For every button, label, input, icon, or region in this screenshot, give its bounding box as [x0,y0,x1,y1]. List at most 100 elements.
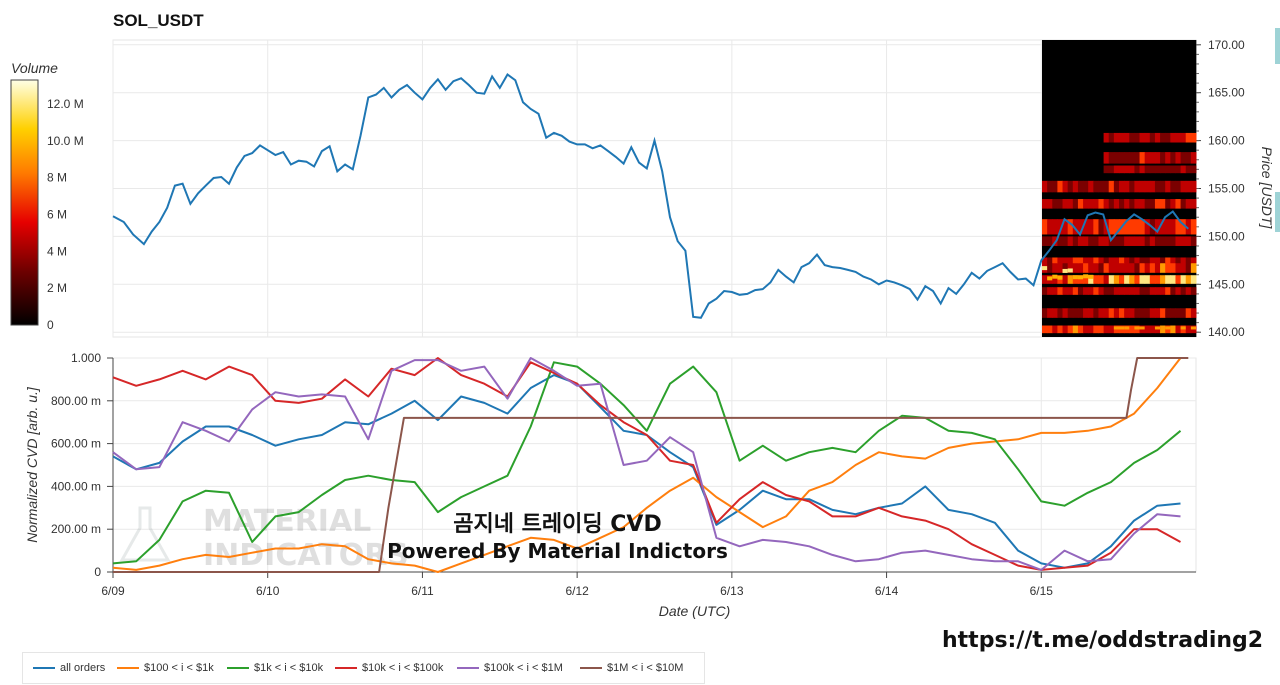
heatmap-cell [1185,132,1192,143]
heatmap-cell [1113,132,1120,143]
heatmap-cell [1119,257,1125,264]
heatmap-cell [1103,287,1110,295]
heatmap-cell [1149,261,1156,273]
heatmap-cell [1067,268,1073,273]
legend-label: $1k < i < $10k [254,662,324,675]
heatmap-cell [1093,199,1099,209]
watermark-text: MATERIAL [203,504,371,539]
cvd-y-tick-label: 1.000 [71,351,101,365]
heatmap-cell [1185,236,1192,246]
heatmap-cell [1083,180,1089,193]
heatmap-cell [1103,275,1110,284]
heatmap-cell [1108,257,1115,264]
heatmap-cell [1170,308,1176,318]
heatmap-cell [1067,219,1074,235]
heatmap-cell [1144,325,1151,334]
legend-item-all-orders[interactable]: all orders [33,662,105,676]
heatmap-cell [1160,180,1166,193]
heatmap-cell [1072,275,1078,280]
heatmap-cell [1083,287,1089,295]
legend-item-100-1k[interactable]: $100 < i < $1k [117,662,214,676]
heatmap-cell [1170,132,1176,143]
cvd-y-tick-label: 600.00 m [51,437,101,451]
heatmap-cell [1185,261,1192,273]
heatmap-cell [1149,152,1156,164]
cvd-y-tick-label: 400.00 m [51,479,101,493]
heatmap-cell [1108,199,1115,209]
heatmap-cell [1139,257,1146,264]
heatmap-cell [1124,165,1130,174]
legend-item-1m-10m[interactable]: $1M < i < $10M [580,662,683,676]
heatmap-cell [1072,275,1079,284]
price-tick-label: 150.00 [1208,229,1245,243]
heatmap-cell [1088,180,1094,193]
chart-title: SOL_USDT [113,11,204,30]
heatmap-cell [1042,325,1048,334]
heatmap-cell [1067,261,1074,273]
heatmap-cell [1088,236,1094,246]
heatmap-cell [1119,152,1125,164]
heatmap-cell [1185,275,1192,284]
heatmap-cell [1113,180,1120,193]
heatmap-cell [1154,132,1161,143]
legend: all orders $100 < i < $1k $1k < i < $10k… [22,652,705,684]
cvd-y-tick-label: 800.00 m [51,394,101,408]
cvd-y-axis-label: Normalized CVD [arb. u.] [24,386,40,543]
heatmap-cell [1083,308,1089,318]
heatmap-cell [1113,261,1120,273]
heatmap-cell [1160,219,1166,235]
cvd-series-line [112,357,1181,571]
heatmap-cell [1077,219,1084,235]
heatmap-cell [1047,219,1053,235]
legend-label: $1M < i < $10M [607,662,684,675]
heatmap-cell [1165,287,1171,295]
heatmap-cell [1185,287,1192,295]
heatmap-cell [1072,236,1079,246]
cvd-series-line [113,357,1189,573]
heatmap-cell [1190,165,1197,174]
heatmap-cell [1144,257,1151,264]
heatmap-cell [1160,261,1166,273]
heatmap-cell [1062,236,1069,246]
heatmap-cell [1052,257,1058,264]
heatmap-cell [1077,199,1084,209]
heatmap-cell [1083,275,1089,284]
heatmap-cell [1119,132,1125,143]
heatmap-cell [1165,257,1171,264]
heatmap-cell [1103,180,1110,193]
heatmap-cell [1154,152,1161,164]
heatmap-cell [1160,308,1166,318]
heatmap-cell [1175,261,1182,273]
heatmap-cell [1057,325,1064,334]
heatmap-cell [1170,152,1176,164]
cvd-y-tick-label: 0 [94,565,101,579]
legend-item-1k-10k[interactable]: $1k < i < $10k [227,662,323,676]
heatmap-cell [1124,199,1130,209]
heatmap-cell [1042,180,1048,193]
heatmap-cell [1149,325,1156,334]
heatmap-cell [1185,308,1192,318]
heatmap-cell [1190,236,1197,246]
heatmap-cell [1154,326,1161,330]
heatmap-cell [1113,287,1120,295]
heatmap-cell [1077,236,1084,246]
heatmap-cell [1134,132,1141,143]
heatmap-cell [1180,199,1187,209]
telegram-url[interactable]: https://t.me/oddstrading2 [942,628,1264,653]
heatmap-cell [1129,275,1135,284]
heatmap-cell [1067,325,1074,334]
heatmap-cell [1134,308,1141,318]
heatmap-cell [1154,257,1161,264]
legend-item-10k-100k[interactable]: $10k < i < $100k [335,662,443,676]
heatmap-cell [1113,308,1120,318]
heatmap-cell [1139,287,1146,295]
heatmap-cell [1139,152,1146,164]
heatmap-cell [1190,199,1197,209]
heatmap-cell [1129,308,1135,318]
heatmap-cell [1180,152,1187,164]
legend-item-100k-1m[interactable]: $100k < i < $1M [457,662,563,676]
colorbar-tick-label: 8 M [47,171,67,185]
price-tick-label: 160.00 [1208,134,1245,148]
heatmap-cell [1144,308,1151,318]
price-panel: 170.00 165.00 160.00 155.00 150.00 145.00 140.… [112,38,1275,339]
